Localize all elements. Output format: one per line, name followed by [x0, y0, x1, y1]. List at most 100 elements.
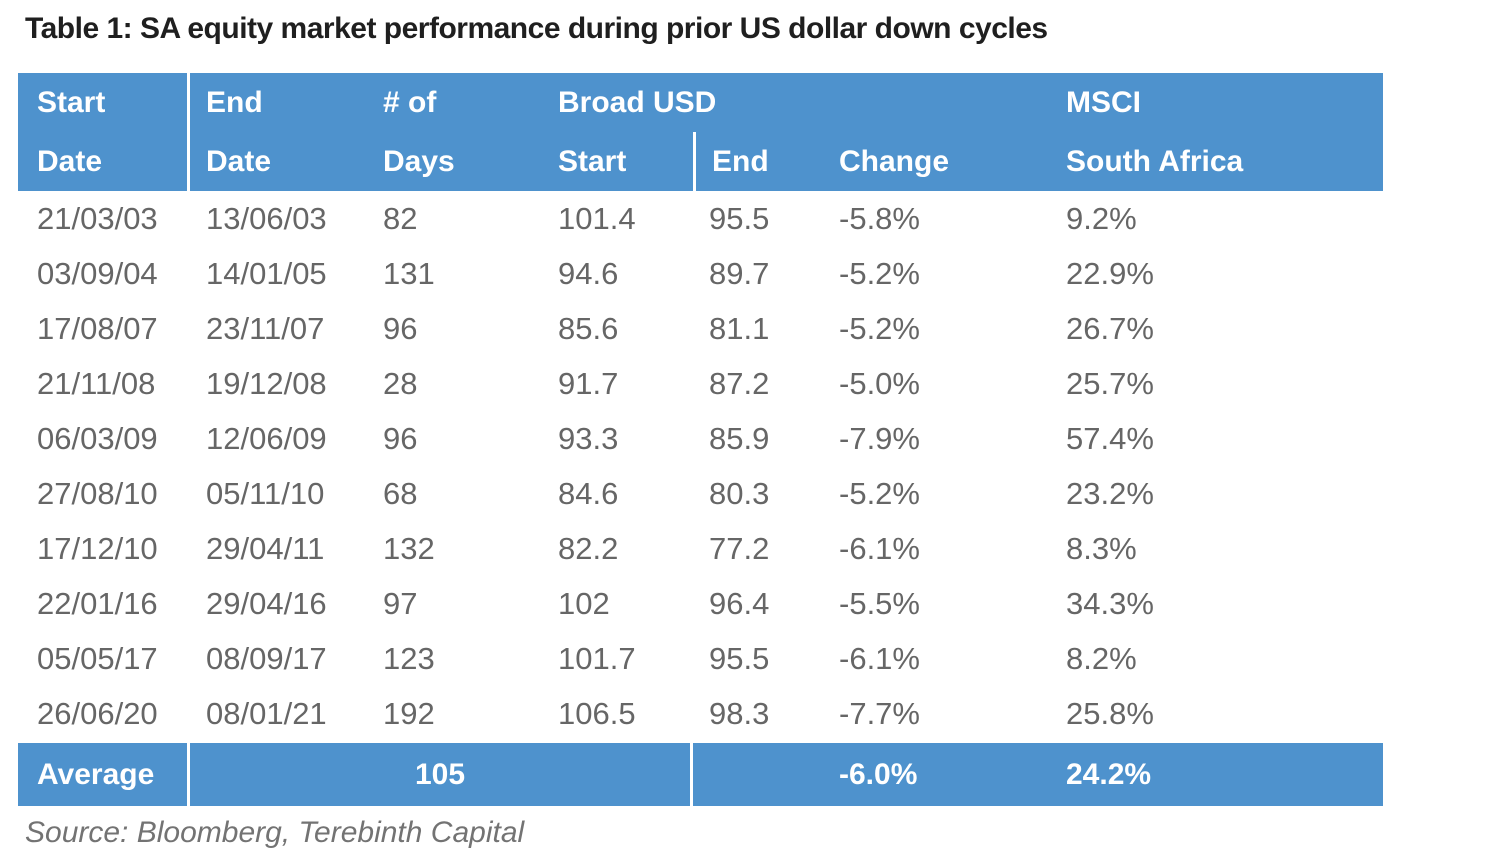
cell-msci: 26.7% [1066, 310, 1154, 346]
cell-usd-change: -5.5% [839, 585, 920, 621]
header-start-line1: Start [18, 73, 190, 132]
cell-start-date: 03/09/04 [37, 255, 158, 291]
table-body: 21/03/03 13/06/03 82 101.4 95.5 -5.8% 9.… [18, 191, 1383, 741]
cell-start-date: 05/05/17 [37, 640, 158, 676]
table-row: 22/01/16 29/04/16 97 102 96.4 -5.5% 34.3… [18, 576, 1383, 631]
header-end-line1: End [206, 85, 263, 119]
cell-end-date: 23/11/07 [206, 310, 325, 346]
cell-usd-end: 87.2 [709, 365, 770, 401]
cell-usd-start: 93.3 [558, 420, 619, 456]
cell-usd-start: 101.7 [558, 640, 636, 676]
cell-usd-start: 101.4 [558, 200, 636, 236]
cell-usd-end: 95.5 [709, 640, 770, 676]
cell-days: 28 [383, 365, 418, 401]
cell-usd-end: 96.4 [709, 585, 770, 621]
cell-days: 132 [383, 530, 435, 566]
cell-end-date: 12/06/09 [206, 420, 327, 456]
cell-msci: 34.3% [1066, 585, 1154, 621]
cell-msci: 8.2% [1066, 640, 1137, 676]
cell-days: 96 [383, 310, 418, 346]
table-row: 17/08/07 23/11/07 96 85.6 81.1 -5.2% 26.… [18, 301, 1383, 356]
average-days: 105 [190, 743, 693, 806]
cell-usd-change: -5.2% [839, 310, 920, 346]
cell-usd-change: -5.2% [839, 255, 920, 291]
cell-start-date: 21/03/03 [37, 200, 158, 236]
cell-usd-change: -7.9% [839, 420, 920, 456]
average-label: Average [18, 743, 190, 806]
cell-usd-change: -7.7% [839, 695, 920, 731]
header-days-line1: # of [383, 85, 437, 119]
cell-usd-change: -5.8% [839, 200, 920, 236]
table-row: 21/03/03 13/06/03 82 101.4 95.5 -5.8% 9.… [18, 191, 1383, 246]
cell-msci: 22.9% [1066, 255, 1154, 291]
table-title: Table 1: SA equity market performance du… [25, 12, 1048, 45]
cell-usd-end: 98.3 [709, 695, 770, 731]
cell-usd-start: 106.5 [558, 695, 636, 731]
cell-usd-start: 82.2 [558, 530, 619, 566]
cell-days: 68 [383, 475, 418, 511]
cell-start-date: 22/01/16 [37, 585, 158, 621]
cell-usd-end: 89.7 [709, 255, 770, 291]
cell-start-date: 17/12/10 [37, 530, 158, 566]
cell-usd-end: 81.1 [709, 310, 770, 346]
cell-usd-start: 84.6 [558, 475, 619, 511]
table-row: 03/09/04 14/01/05 131 94.6 89.7 -5.2% 22… [18, 246, 1383, 301]
cell-usd-start: 91.7 [558, 365, 619, 401]
cell-days: 192 [383, 695, 435, 731]
header-group-msci: MSCI [1066, 85, 1141, 119]
header-broad-usd-start: Start [558, 144, 627, 178]
cell-end-date: 29/04/11 [206, 530, 325, 566]
table-row: 17/12/10 29/04/11 132 82.2 77.2 -6.1% 8.… [18, 521, 1383, 576]
cell-msci: 23.2% [1066, 475, 1154, 511]
header-msci-south-africa: South Africa [1066, 144, 1244, 178]
cell-start-date: 26/06/20 [37, 695, 158, 731]
cell-days: 123 [383, 640, 435, 676]
table-row: 26/06/20 08/01/21 192 106.5 98.3 -7.7% 2… [18, 686, 1383, 741]
cell-msci: 9.2% [1066, 200, 1137, 236]
cell-msci: 25.7% [1066, 365, 1154, 401]
source-note: Source: Bloomberg, Terebinth Capital [25, 816, 525, 849]
cell-usd-start: 94.6 [558, 255, 619, 291]
cell-days: 97 [383, 585, 418, 621]
header-end-line2: Date [206, 144, 272, 178]
average-row: Average 105 -6.0% 24.2% [18, 743, 1383, 806]
cell-days: 82 [383, 200, 418, 236]
cell-usd-start: 85.6 [558, 310, 619, 346]
cell-end-date: 05/11/10 [206, 475, 325, 511]
cell-end-date: 19/12/08 [206, 365, 327, 401]
table-row: 06/03/09 12/06/09 96 93.3 85.9 -7.9% 57.… [18, 411, 1383, 466]
cell-usd-end: 80.3 [709, 475, 770, 511]
table-row: 27/08/10 05/11/10 68 84.6 80.3 -5.2% 23.… [18, 466, 1383, 521]
cell-days: 131 [383, 255, 435, 291]
header-broad-usd-change: Change [839, 144, 950, 178]
average-usd-end-empty [693, 743, 823, 806]
cell-usd-end: 85.9 [709, 420, 770, 456]
header-days-line2: Days [383, 144, 455, 178]
cell-end-date: 08/09/17 [206, 640, 327, 676]
header-group-broad-usd: Broad USD [558, 85, 717, 119]
cell-end-date: 14/01/05 [206, 255, 327, 291]
cell-msci: 8.3% [1066, 530, 1137, 566]
cell-usd-change: -6.1% [839, 530, 920, 566]
cell-start-date: 06/03/09 [37, 420, 158, 456]
cell-end-date: 29/04/16 [206, 585, 327, 621]
cell-usd-change: -6.1% [839, 640, 920, 676]
cell-usd-end: 77.2 [709, 530, 770, 566]
cell-usd-change: -5.0% [839, 365, 920, 401]
performance-table: Start End # of Broad USD MSCI Date Date … [18, 73, 1383, 806]
header-broad-usd-end: End [693, 132, 823, 191]
cell-msci: 25.8% [1066, 695, 1154, 731]
cell-usd-end: 95.5 [709, 200, 770, 236]
table-row: 05/05/17 08/09/17 123 101.7 95.5 -6.1% 8… [18, 631, 1383, 686]
cell-end-date: 08/01/21 [206, 695, 327, 731]
average-usd-change: -6.0% [839, 757, 918, 791]
header-start-line2: Date [18, 132, 190, 191]
cell-start-date: 27/08/10 [37, 475, 158, 511]
cell-usd-start: 102 [558, 585, 610, 621]
cell-msci: 57.4% [1066, 420, 1154, 456]
cell-start-date: 21/11/08 [37, 365, 156, 401]
table-header: Start End # of Broad USD MSCI Date Date … [18, 73, 1383, 191]
cell-start-date: 17/08/07 [37, 310, 158, 346]
cell-days: 96 [383, 420, 418, 456]
